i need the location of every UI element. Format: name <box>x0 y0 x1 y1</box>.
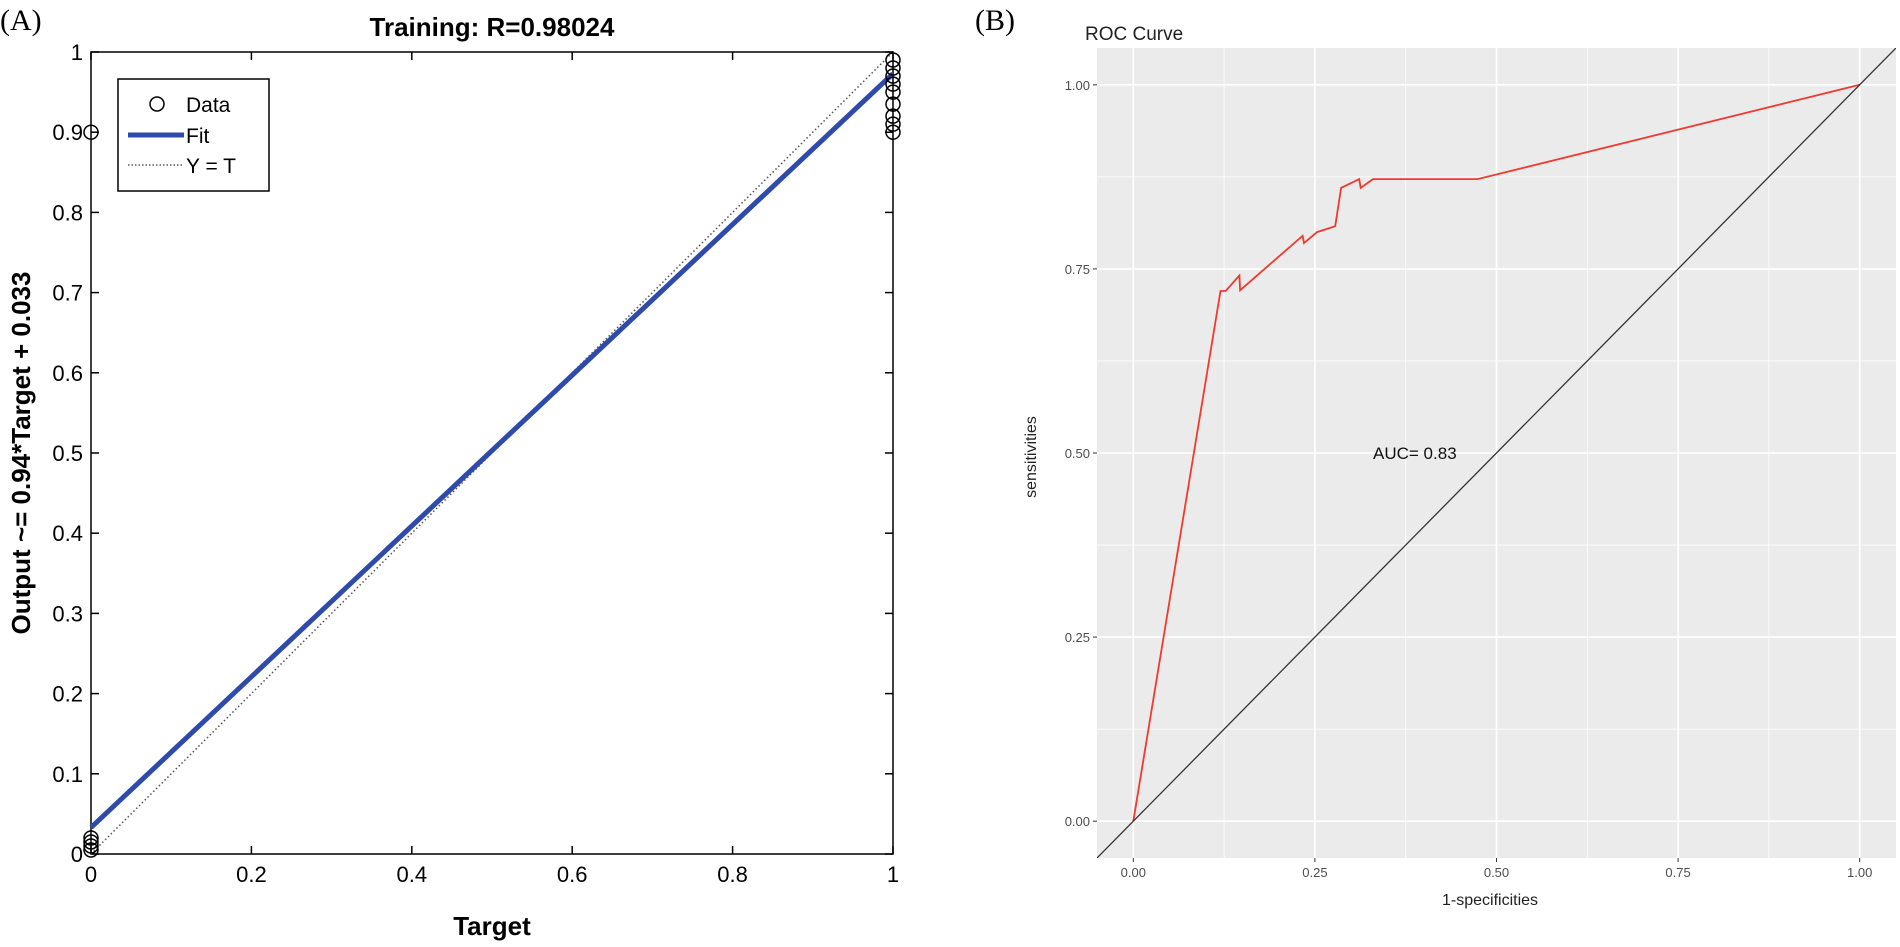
roc-curve <box>1132 83 1860 822</box>
data-point <box>83 834 99 850</box>
data-point <box>885 68 901 84</box>
y-tick-label: 0.25 <box>1065 630 1090 645</box>
x-tick-label: 0.6 <box>557 862 588 887</box>
legend-data-label: Data <box>186 94 231 117</box>
y-tick-label: 0.2 <box>52 682 83 707</box>
data-point <box>885 60 901 76</box>
data-point <box>885 96 901 112</box>
panel-b-plot: 0.00 0.25 0.50 0.75 1.00 0.00 0.25 0.50 0.75 1.00 <box>1065 48 1896 880</box>
y-tick-label: 0 <box>71 842 83 867</box>
x-tick-label: 0.2 <box>236 862 267 887</box>
legend-data-marker-icon <box>149 96 165 112</box>
y-tick-label: 0.7 <box>52 281 83 306</box>
y-tick-label: 0.3 <box>52 601 83 626</box>
reference-diagonal <box>1097 48 1896 858</box>
identity-line <box>90 51 894 855</box>
panel-a-plot <box>83 51 901 858</box>
data-point <box>885 108 901 124</box>
panel-b-title: ROC Curve <box>1085 24 1183 45</box>
data-point <box>83 124 99 140</box>
y-tick-label: 0.8 <box>52 200 83 225</box>
panel-a: (A) Training: R=0.98024 0 0.2 0.4 0.6 0.8 1 0 0… <box>0 4 901 941</box>
panel-a-xlabel: Target <box>453 911 531 941</box>
data-point <box>83 830 99 846</box>
y-tick-label: 0.4 <box>52 521 83 546</box>
panel-b-ylabel: sensitivities <box>1023 416 1040 498</box>
y-tick-label: 0.00 <box>1065 814 1090 829</box>
x-tick-label: 0.8 <box>717 862 748 887</box>
panel-a-ylabel: Output ~= 0.94*Target + 0.033 <box>6 272 36 635</box>
x-tick-label: 0.75 <box>1665 865 1690 880</box>
data-point <box>83 838 99 854</box>
data-point <box>885 116 901 132</box>
y-tick-label: 0.5 <box>52 441 83 466</box>
panel-a-title: Training: R=0.98024 <box>370 12 615 42</box>
y-tick-label: 0.75 <box>1065 262 1090 277</box>
fit-line <box>89 71 895 830</box>
data-point <box>83 842 99 858</box>
x-tick-label: 0.00 <box>1121 865 1146 880</box>
data-point <box>885 52 901 68</box>
panel-b-label: (B) <box>975 4 1015 37</box>
x-tick-label: 1 <box>887 862 899 887</box>
y-tick-label: 1.00 <box>1065 78 1090 93</box>
data-point <box>885 76 901 92</box>
x-tick-label: 1.00 <box>1847 865 1872 880</box>
x-tick-label: 0 <box>85 862 97 887</box>
y-tick-label: 0.1 <box>52 762 83 787</box>
x-tick-label: 0.50 <box>1484 865 1509 880</box>
legend-fit-label: Fit <box>186 125 209 148</box>
x-tick-label: 0.4 <box>397 862 428 887</box>
y-tick-label: 1 <box>71 40 83 65</box>
panel-a-legend: Data Fit Y = T <box>117 78 270 192</box>
x-tick-label: 0.25 <box>1302 865 1327 880</box>
legend-yt-label: Y = T <box>186 155 236 178</box>
data-point <box>885 84 901 100</box>
auc-annotation: AUC= 0.83 <box>1373 444 1457 463</box>
panel-b: (B) ROC Curve 0.00 0.25 0.50 0.75 1.000.000.… <box>975 4 1896 909</box>
y-tick-label: 0.6 <box>52 361 83 386</box>
panel-a-label: (A) <box>0 4 42 37</box>
y-tick-label: 0.50 <box>1065 446 1090 461</box>
panel-b-xlabel: 1-specificities <box>1442 892 1538 909</box>
y-tick-label: 0.9 <box>52 120 83 145</box>
data-point <box>885 124 901 140</box>
